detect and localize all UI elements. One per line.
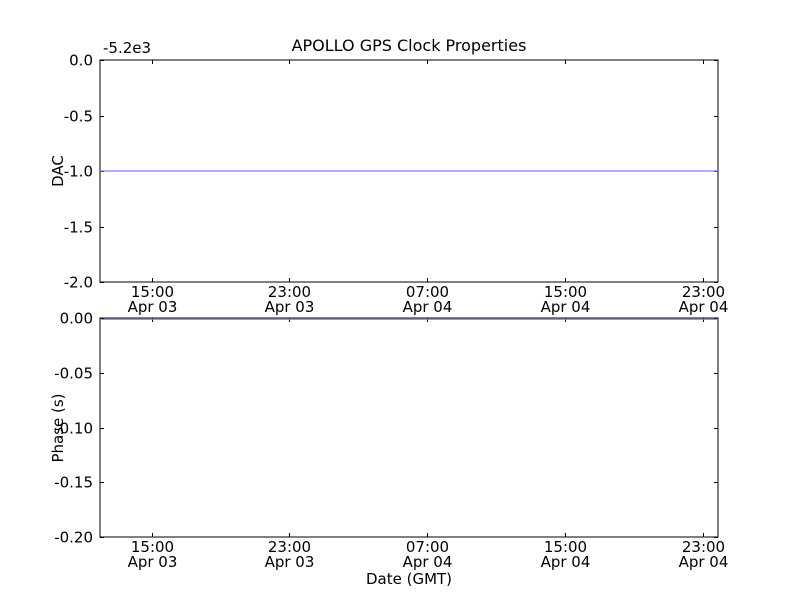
- y-tick-label: -0.10: [54, 420, 93, 438]
- axes-frame: [99, 317, 719, 538]
- x-tick-label-time: 23:00: [268, 538, 311, 556]
- x-tick-label-time: 15:00: [544, 538, 587, 556]
- x-tick-label-time: 23:00: [682, 538, 725, 556]
- x-tick-label-date: Apr 04: [541, 553, 591, 571]
- x-tick-label-date: Apr 03: [128, 553, 178, 571]
- x-tick-label-time: 23:00: [682, 283, 725, 301]
- y-tick-label: 0.00: [60, 310, 93, 328]
- y-axis-offset-text: -5.2e3: [103, 39, 152, 57]
- x-tick-label-date: Apr 03: [265, 553, 315, 571]
- x-tick-label-date: Apr 04: [679, 553, 729, 571]
- x-tick-label-date: Apr 04: [679, 298, 729, 316]
- y-tick-label: -2.0: [64, 274, 93, 292]
- y-tick-label: 0.0: [69, 52, 93, 70]
- x-tick-label-date: Apr 03: [128, 298, 178, 316]
- x-tick-label-date: Apr 04: [403, 298, 453, 316]
- y-tick-label: -0.20: [54, 529, 93, 547]
- y-tick-label: -0.05: [54, 365, 93, 383]
- x-tick-label-time: 23:00: [268, 283, 311, 301]
- y-tick-label: -0.5: [64, 108, 93, 126]
- y-tick-label: -1.5: [64, 219, 93, 237]
- x-tick-label-date: Apr 03: [265, 298, 315, 316]
- y-axis-label-dac: DAC: [49, 155, 67, 187]
- x-tick-label-time: 15:00: [544, 283, 587, 301]
- x-tick-label-date: Apr 04: [541, 298, 591, 316]
- chart-title: APOLLO GPS Clock Properties: [291, 36, 527, 55]
- x-tick-label-time: 15:00: [131, 283, 174, 301]
- x-axis-label: Date (GMT): [365, 570, 453, 588]
- y-tick-label: -0.15: [54, 474, 93, 492]
- y-axis-label-phase: Phase (s): [49, 393, 67, 463]
- x-tick-label-time: 07:00: [406, 538, 449, 556]
- x-tick-label-time: 15:00: [131, 538, 174, 556]
- x-tick-label-date: Apr 04: [403, 553, 453, 571]
- y-tick-label: -1.0: [64, 163, 93, 181]
- x-tick-label-time: 07:00: [406, 283, 449, 301]
